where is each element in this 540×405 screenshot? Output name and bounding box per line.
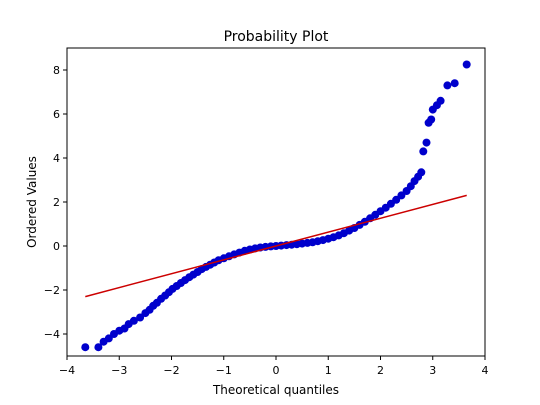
y-tick-label: 0 [53, 240, 60, 253]
y-tick-label: −4 [44, 328, 60, 341]
x-tick-label: −1 [216, 364, 232, 377]
data-point [436, 96, 445, 105]
data-point [136, 313, 145, 322]
x-tick-label: 4 [482, 364, 489, 377]
y-tick-label: −2 [44, 284, 60, 297]
data-point [397, 191, 406, 200]
y-axis: −4 −2 0 2 4 6 8 [44, 64, 67, 341]
y-tick-label: 6 [53, 108, 60, 121]
y-tick-label: 2 [53, 196, 60, 209]
data-point [450, 79, 459, 88]
data-point [81, 343, 90, 352]
data-point [422, 138, 431, 147]
x-tick-label: 0 [273, 364, 280, 377]
data-point [129, 316, 138, 325]
data-point [427, 115, 436, 124]
x-tick-label: −4 [59, 364, 75, 377]
x-axis: −4 −3 −2 −1 0 1 2 3 4 [59, 356, 489, 377]
x-axis-label: Theoretical quantiles [212, 383, 339, 397]
y-tick-label: 8 [53, 64, 60, 77]
data-point [94, 343, 103, 352]
y-axis-label: Ordered Values [25, 156, 39, 248]
x-tick-label: 2 [377, 364, 384, 377]
x-tick-label: −2 [163, 364, 179, 377]
data-point [462, 60, 471, 69]
y-tick-label: 4 [53, 152, 60, 165]
plot-area [81, 60, 471, 352]
fit-line [85, 194, 467, 298]
data-point [443, 81, 452, 90]
chart-title: Probability Plot [224, 29, 329, 45]
axes-frame [66, 47, 486, 357]
data-point [417, 168, 426, 177]
x-tick-label: 1 [325, 364, 332, 377]
x-tick-label: 3 [429, 364, 436, 377]
data-point [419, 147, 428, 156]
x-tick-label: −3 [111, 364, 127, 377]
